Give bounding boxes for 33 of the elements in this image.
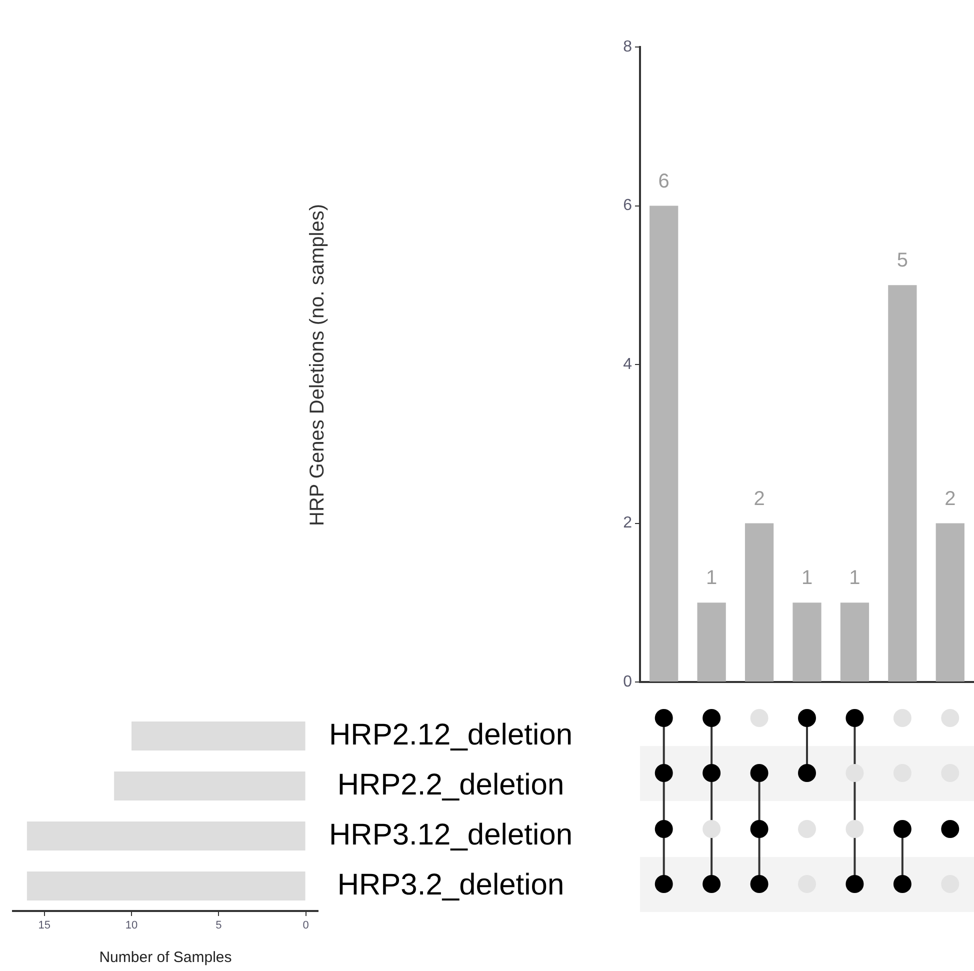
data-label: 2 [754, 488, 765, 510]
y-axis-title: HRP Genes Deletions (no. samples) [306, 204, 330, 526]
y-tick-label: 0 [623, 673, 632, 690]
data-label: 1 [706, 567, 718, 590]
bar [840, 602, 870, 682]
bar [26, 822, 306, 850]
y-tick-label: 2 [623, 514, 632, 532]
bar [697, 602, 726, 682]
data-label: 1 [849, 567, 860, 590]
data-label: 5 [896, 250, 908, 272]
data-label: 2 [944, 488, 956, 510]
bar [114, 772, 306, 800]
y-tick-label: HRP3.2_deletion [337, 868, 564, 902]
y-tick-label: 6 [623, 197, 632, 214]
data-label: 1 [801, 567, 813, 590]
bar [744, 523, 774, 682]
y-tick-label: 4 [623, 356, 632, 373]
bar [936, 523, 964, 682]
y-tick-label: HRP2.2_deletion [337, 768, 564, 802]
x-tick-label: 15 [38, 920, 50, 932]
bar [650, 206, 678, 682]
x-tick-label: 5 [216, 920, 222, 932]
y-tick-label: 8 [623, 38, 632, 56]
bar [792, 602, 822, 682]
y-tick-label: HRP2.12_deletion [328, 718, 573, 752]
bar [132, 722, 306, 750]
data-label: 6 [658, 170, 670, 192]
y-tick-label: HRP3.12_deletion [328, 818, 573, 852]
x-tick-label: 10 [125, 920, 138, 932]
x-axis-title: Number of Samples [99, 949, 232, 966]
bar [26, 872, 306, 900]
bar [888, 285, 917, 682]
x-tick-label: 0 [302, 920, 309, 932]
